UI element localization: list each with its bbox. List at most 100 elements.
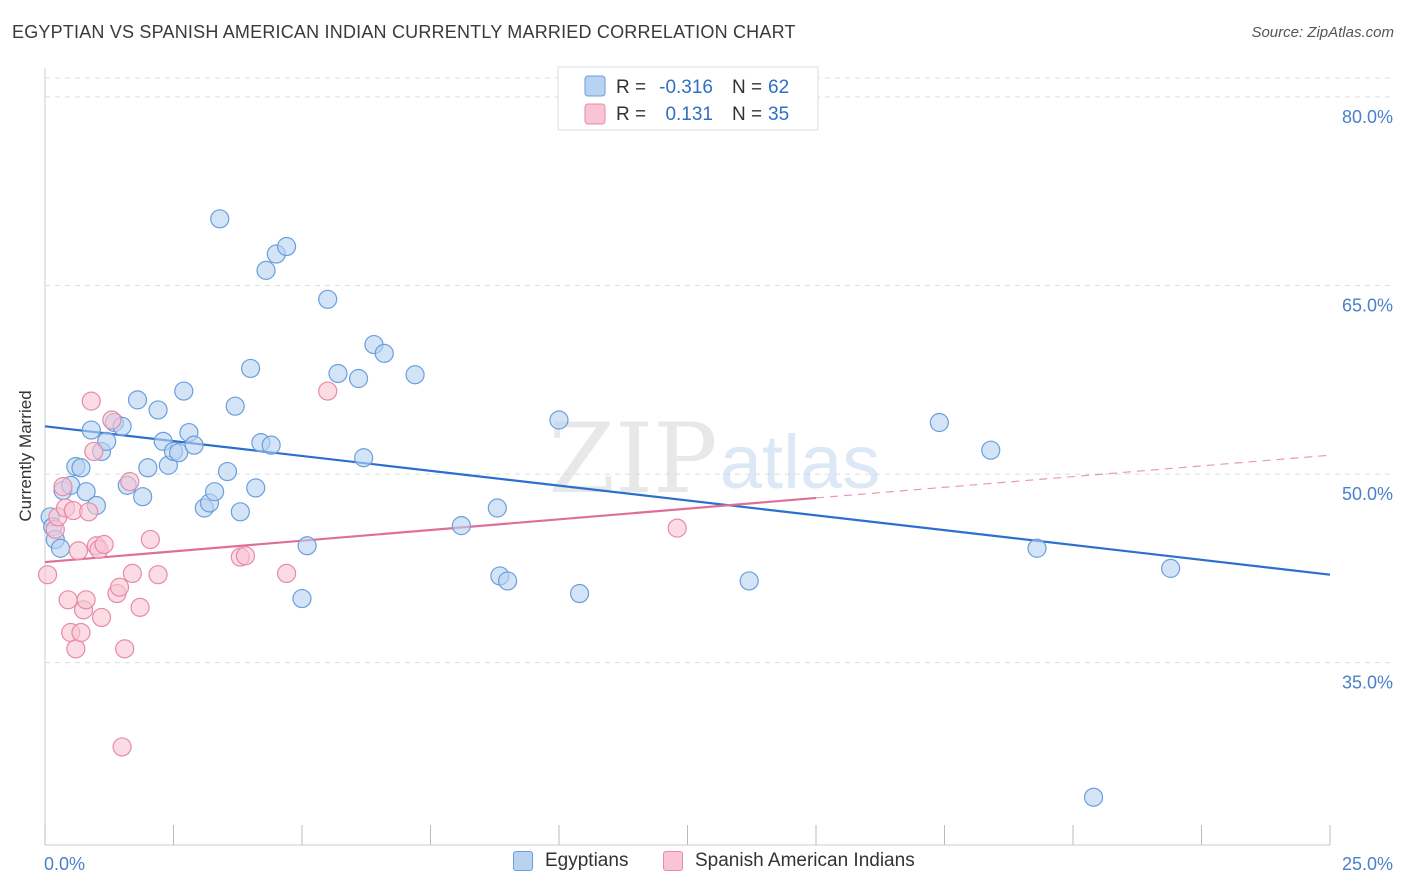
legend-item-spanish-american-indians: Spanish American Indians	[663, 850, 915, 872]
watermark-atlas: atlas	[720, 420, 881, 505]
data-point-egyptians	[354, 448, 374, 468]
data-point-egyptians	[256, 260, 276, 280]
data-point-spanish-american-indians	[148, 565, 168, 585]
chart-title: EGYPTIAN VS SPANISH AMERICAN INDIAN CURR…	[12, 22, 796, 42]
data-point-spanish-american-indians	[109, 577, 130, 597]
legend-n-label-1: N =	[732, 77, 762, 98]
legend-label: Egyptians	[545, 850, 629, 871]
trend-line-dashed-1	[815, 454, 1331, 499]
data-point-egyptians	[76, 482, 96, 502]
data-point-egyptians	[246, 478, 266, 498]
data-point-egyptians	[487, 498, 507, 518]
legend-label: Spanish American Indians	[695, 850, 915, 871]
data-point-spanish-american-indians	[122, 563, 142, 584]
legend-n-label-2: N =	[732, 104, 762, 125]
data-point-spanish-american-indians	[81, 391, 101, 411]
data-point-egyptians	[374, 343, 394, 363]
data-point-spanish-american-indians	[276, 563, 297, 584]
data-point-egyptians	[261, 435, 281, 455]
legend-swatch-spanish-american-indians	[584, 103, 606, 125]
data-point-egyptians	[241, 358, 261, 379]
data-point-spanish-american-indians	[318, 381, 338, 401]
data-point-spanish-american-indians	[94, 534, 114, 555]
data-point-egyptians	[217, 461, 238, 482]
data-points	[37, 209, 1181, 807]
y-tick-label: 50.0%	[1342, 484, 1393, 504]
data-point-egyptians	[1161, 558, 1181, 578]
data-point-egyptians	[981, 440, 1001, 460]
watermark: ZIP atlas	[548, 403, 880, 515]
data-point-spanish-american-indians	[91, 607, 112, 628]
data-point-spanish-american-indians	[71, 622, 91, 643]
legend-r-value-2: 0.131	[665, 104, 713, 125]
top-legend: R = -0.316 N = 62 R = 0.131 N = 35	[557, 66, 819, 131]
legend-swatch	[663, 851, 683, 871]
data-point-egyptians	[405, 365, 425, 385]
data-point-egyptians	[230, 502, 250, 522]
data-point-spanish-american-indians	[112, 737, 132, 757]
data-point-spanish-american-indians	[667, 518, 687, 538]
data-point-spanish-american-indians	[66, 639, 86, 659]
data-point-egyptians	[127, 390, 148, 410]
data-point-egyptians	[50, 538, 71, 558]
data-point-spanish-american-indians	[37, 565, 58, 585]
legend-r-label-1: R =	[616, 77, 646, 98]
data-point-egyptians	[348, 368, 369, 389]
x-tick-label: 0.0%	[44, 854, 85, 874]
legend-swatch	[513, 851, 533, 871]
data-point-egyptians	[739, 571, 759, 591]
data-point-egyptians	[549, 410, 569, 430]
y-tick-label: 80.0%	[1342, 107, 1393, 127]
legend-r-label-2: R =	[616, 104, 646, 125]
watermark-zip: ZIP	[548, 403, 717, 515]
tick-labels: 35.0% 50.0% 65.0% 80.0% 0.0% 25.0%	[44, 107, 1393, 874]
x-tick-label: 25.0%	[1342, 854, 1393, 874]
trend-line-1	[44, 496, 817, 564]
data-point-egyptians	[148, 400, 168, 420]
legend-swatch-egyptians	[584, 75, 606, 97]
data-point-egyptians	[133, 487, 153, 507]
data-point-spanish-american-indians	[58, 590, 78, 610]
y-tick-label: 65.0%	[1342, 295, 1393, 315]
data-point-egyptians	[71, 458, 91, 478]
data-point-spanish-american-indians	[76, 590, 96, 610]
data-point-egyptians	[210, 209, 230, 229]
data-point-egyptians	[97, 431, 117, 451]
data-point-egyptians	[569, 583, 590, 604]
data-point-egyptians	[205, 482, 225, 502]
data-point-egyptians	[451, 516, 471, 536]
legend-item-egyptians: Egyptians	[513, 850, 628, 872]
bottom-legend: Egyptians Spanish American Indians	[0, 850, 1406, 880]
data-point-egyptians	[225, 396, 245, 416]
data-point-spanish-american-indians	[68, 541, 89, 561]
data-point-egyptians	[1027, 538, 1047, 558]
y-tick-label: 35.0%	[1342, 673, 1393, 693]
data-point-spanish-american-indians	[53, 477, 73, 497]
data-point-egyptians	[318, 289, 338, 309]
data-point-spanish-american-indians	[130, 597, 150, 617]
data-point-egyptians	[169, 443, 189, 463]
axes	[44, 68, 1331, 846]
data-point-egyptians	[138, 458, 158, 478]
data-point-spanish-american-indians	[102, 410, 122, 430]
data-point-egyptians	[498, 571, 518, 591]
source-label: Source: ZipAtlas.com	[1251, 24, 1394, 41]
data-point-egyptians	[292, 588, 312, 609]
data-point-spanish-american-indians	[84, 441, 104, 462]
legend-r-value-1: -0.316	[659, 77, 713, 98]
data-point-spanish-american-indians	[115, 639, 135, 659]
data-point-egyptians	[276, 236, 297, 257]
data-point-spanish-american-indians	[140, 529, 160, 550]
data-point-egyptians	[1083, 787, 1104, 807]
data-point-spanish-american-indians	[235, 546, 256, 566]
data-point-egyptians	[328, 363, 348, 384]
data-point-spanish-american-indians	[79, 502, 99, 522]
data-point-egyptians	[81, 420, 101, 440]
legend-n-value-2: 35	[768, 104, 789, 125]
data-point-spanish-american-indians	[120, 472, 140, 492]
data-point-egyptians	[174, 381, 194, 401]
data-point-egyptians	[184, 435, 204, 455]
data-point-egyptians	[297, 536, 317, 556]
legend-n-value-1: 62	[768, 77, 789, 98]
